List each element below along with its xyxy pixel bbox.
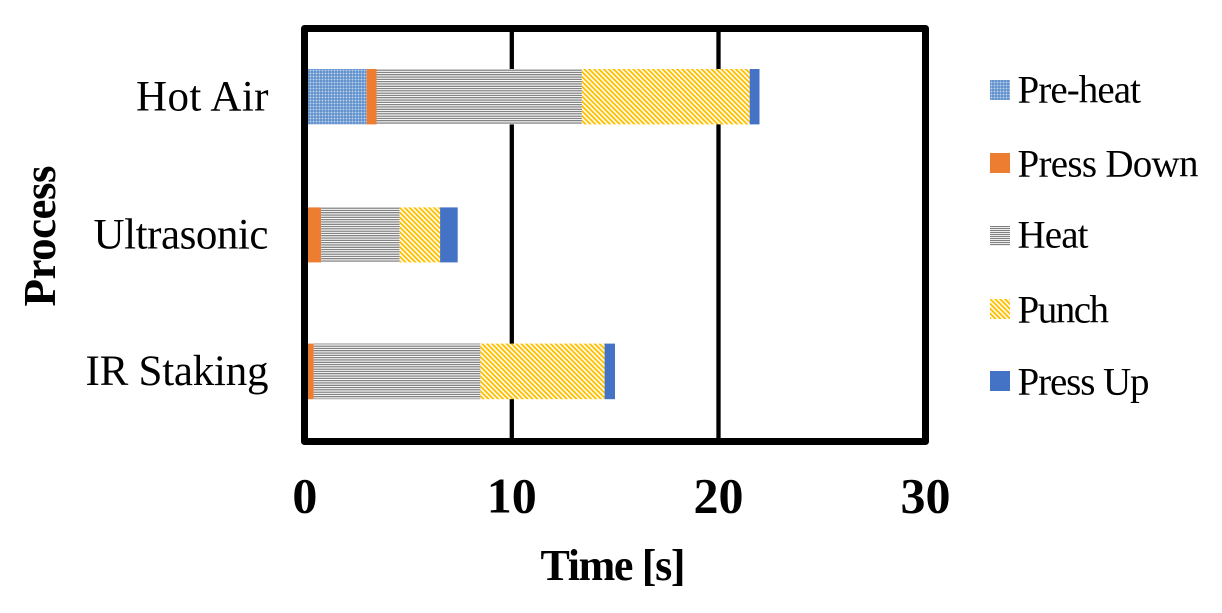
svg-text:Hot Air: Hot Air: [136, 74, 269, 121]
svg-text:Ultrasonic: Ultrasonic: [94, 212, 269, 259]
svg-text:Pre-heat: Pre-heat: [1018, 69, 1142, 112]
svg-text:30: 30: [901, 468, 951, 524]
svg-text:Press Down: Press Down: [1018, 143, 1199, 186]
svg-text:Time [s]: Time [s]: [541, 541, 686, 590]
svg-text:10: 10: [487, 468, 537, 524]
svg-text:IR Staking: IR Staking: [86, 348, 269, 395]
svg-text:Press Up: Press Up: [1018, 361, 1150, 404]
svg-text:20: 20: [694, 468, 744, 524]
svg-text:0: 0: [292, 468, 317, 524]
svg-text:Heat: Heat: [1018, 214, 1089, 257]
svg-text:Process: Process: [15, 166, 65, 307]
svg-text:Punch: Punch: [1018, 289, 1110, 332]
